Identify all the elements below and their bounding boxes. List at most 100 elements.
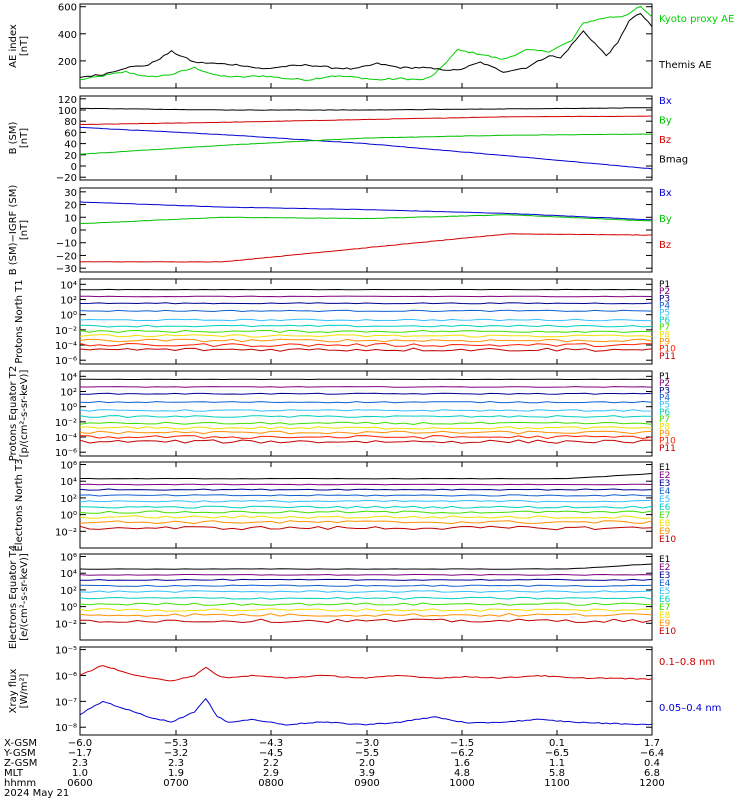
legend-entry: P9 — [659, 337, 670, 347]
legend-entry: P4 — [659, 394, 670, 404]
ephemeris-value: −4.5 — [259, 748, 283, 759]
legend-entry: P3 — [659, 386, 670, 396]
ephemeris-value: −3.2 — [164, 748, 188, 759]
panel-1: 600 400 200 AE index[nT] Kyoto proxy AE Themi… — [8, 3, 734, 89]
series-line-00504nm — [79, 697, 653, 726]
panel-frame — [79, 370, 653, 457]
legend-entry: E2 — [659, 563, 670, 573]
series-line-E5 — [79, 499, 652, 503]
legend-entry: E8 — [659, 611, 671, 621]
series-line-P5 — [79, 318, 653, 322]
y-axis-label: Electrons North T3 — [14, 458, 25, 551]
legend-entry: P7 — [659, 323, 670, 333]
ephemeris-row-label: hhmm — [4, 778, 36, 789]
ephemeris-value: −4.3 — [259, 738, 283, 749]
y-tick-label: 10⁴ — [60, 372, 77, 383]
legend-entry: P2 — [659, 287, 670, 297]
legend-entry: E9 — [659, 619, 671, 629]
ephemeris-value: 6.8 — [644, 768, 660, 779]
y-tick-label: 0 — [71, 226, 77, 237]
legend-entry: P5 — [659, 401, 670, 411]
series-line-E1 — [79, 563, 653, 570]
legend-entry: By — [659, 116, 672, 127]
legend-entry: E3 — [659, 479, 670, 489]
series-line-Bx — [79, 201, 652, 221]
series-line-P3 — [79, 302, 653, 305]
x-axis-ephemeris: X-GSM −6.0 −5.3 −4.3 −3.0 −1.5 0.1 1.7 Y-GSM −1.7… — [3, 738, 665, 799]
series-line-P6 — [79, 324, 653, 328]
ephemeris-value: −5.3 — [164, 738, 188, 749]
panel-frame — [79, 646, 653, 736]
ephemeris-value: 1000 — [449, 778, 474, 789]
series-line-P11 — [79, 347, 653, 352]
y-axis-label: Xray flux[W/m²] — [8, 669, 30, 714]
legend-entry: P1 — [659, 372, 670, 382]
ephemeris-value: 1.6 — [454, 758, 470, 769]
y-tick-label: 60 — [64, 128, 77, 139]
legend-entry: Bz — [659, 135, 671, 146]
series-line-P8 — [80, 426, 652, 430]
legend-entry: P2 — [659, 379, 670, 389]
legend-entry: E4 — [659, 579, 671, 589]
y-tick-label: 10⁻² — [55, 418, 77, 429]
series-line-P2 — [80, 386, 653, 388]
series-line-E4 — [79, 494, 653, 497]
y-tick-label: 20 — [64, 201, 77, 212]
series-line-E3 — [79, 488, 653, 491]
series-line-E1 — [80, 473, 653, 480]
series-line-0108nm — [79, 665, 653, 682]
y-tick-label: −20 — [56, 173, 77, 184]
ephemeris-value: −3.0 — [355, 738, 379, 749]
series-line-P10 — [79, 435, 653, 440]
legend-entry: Bmag — [659, 155, 688, 166]
series-line-E7 — [79, 602, 653, 606]
y-tick-label: 10⁶ — [60, 553, 77, 564]
y-tick-label: 100 — [58, 106, 77, 117]
legend-entry: E7 — [659, 511, 670, 521]
ephemeris-row-label: Y-GSM — [3, 748, 36, 759]
ephemeris-value: 0900 — [354, 778, 379, 789]
ephemeris-value: 1100 — [544, 778, 569, 789]
series-line-P4 — [79, 400, 653, 404]
legend-entry: By — [659, 214, 672, 225]
ephemeris-value: −6.2 — [450, 748, 474, 759]
legend-entry: 0.1–0.8 nm — [659, 657, 715, 668]
panel-5: 10⁴ 10² 10⁰ 10⁻² 10⁻⁴ 10⁻⁶ Protons Equator T2[… — [8, 366, 676, 462]
y-tick-label: 10⁻⁷ — [55, 697, 77, 708]
y-tick-label: 400 — [58, 30, 77, 41]
ephemeris-row-label: X-GSM — [4, 738, 37, 749]
legend-entry: P10 — [659, 345, 676, 355]
y-tick-label: 10⁻⁶ — [55, 356, 77, 367]
legend-entry: P8 — [659, 422, 670, 432]
legend-entry: P11 — [659, 352, 676, 362]
y-tick-label: 10⁰ — [60, 603, 77, 614]
series-line-ThemisAE — [79, 13, 653, 78]
series-line-P7 — [79, 421, 653, 426]
ephemeris-value: −1.5 — [450, 738, 474, 749]
legend-entry: E3 — [659, 571, 670, 581]
y-tick-label: 30 — [64, 188, 77, 199]
y-tick-label: 10 — [64, 213, 77, 224]
y-tick-label: 10⁻⁶ — [55, 448, 77, 459]
series-line-P2 — [79, 295, 653, 298]
y-tick-label: 10⁴ — [60, 280, 77, 291]
legend-entry: Kyoto proxy AE — [659, 14, 734, 25]
series-line-P8 — [79, 334, 653, 338]
series-line-P7 — [79, 329, 653, 333]
ephemeris-value: −6.4 — [640, 748, 664, 759]
series-line-P3 — [79, 392, 653, 395]
legend-entry: E2 — [659, 471, 670, 481]
series-line-E5 — [79, 590, 653, 593]
series-line-KyotoproxyAE — [79, 5, 653, 81]
series-line-E4 — [79, 584, 653, 587]
y-tick-label: 80 — [64, 117, 77, 128]
series-line-By — [79, 133, 652, 155]
legend-entry: P7 — [659, 415, 670, 425]
legend-entry: P8 — [659, 330, 670, 340]
ephemeris-value: 3.9 — [359, 768, 375, 779]
panel-frame — [79, 3, 653, 89]
ephemeris-value: 2.0 — [359, 758, 375, 769]
legend-entry: E10 — [659, 535, 676, 545]
